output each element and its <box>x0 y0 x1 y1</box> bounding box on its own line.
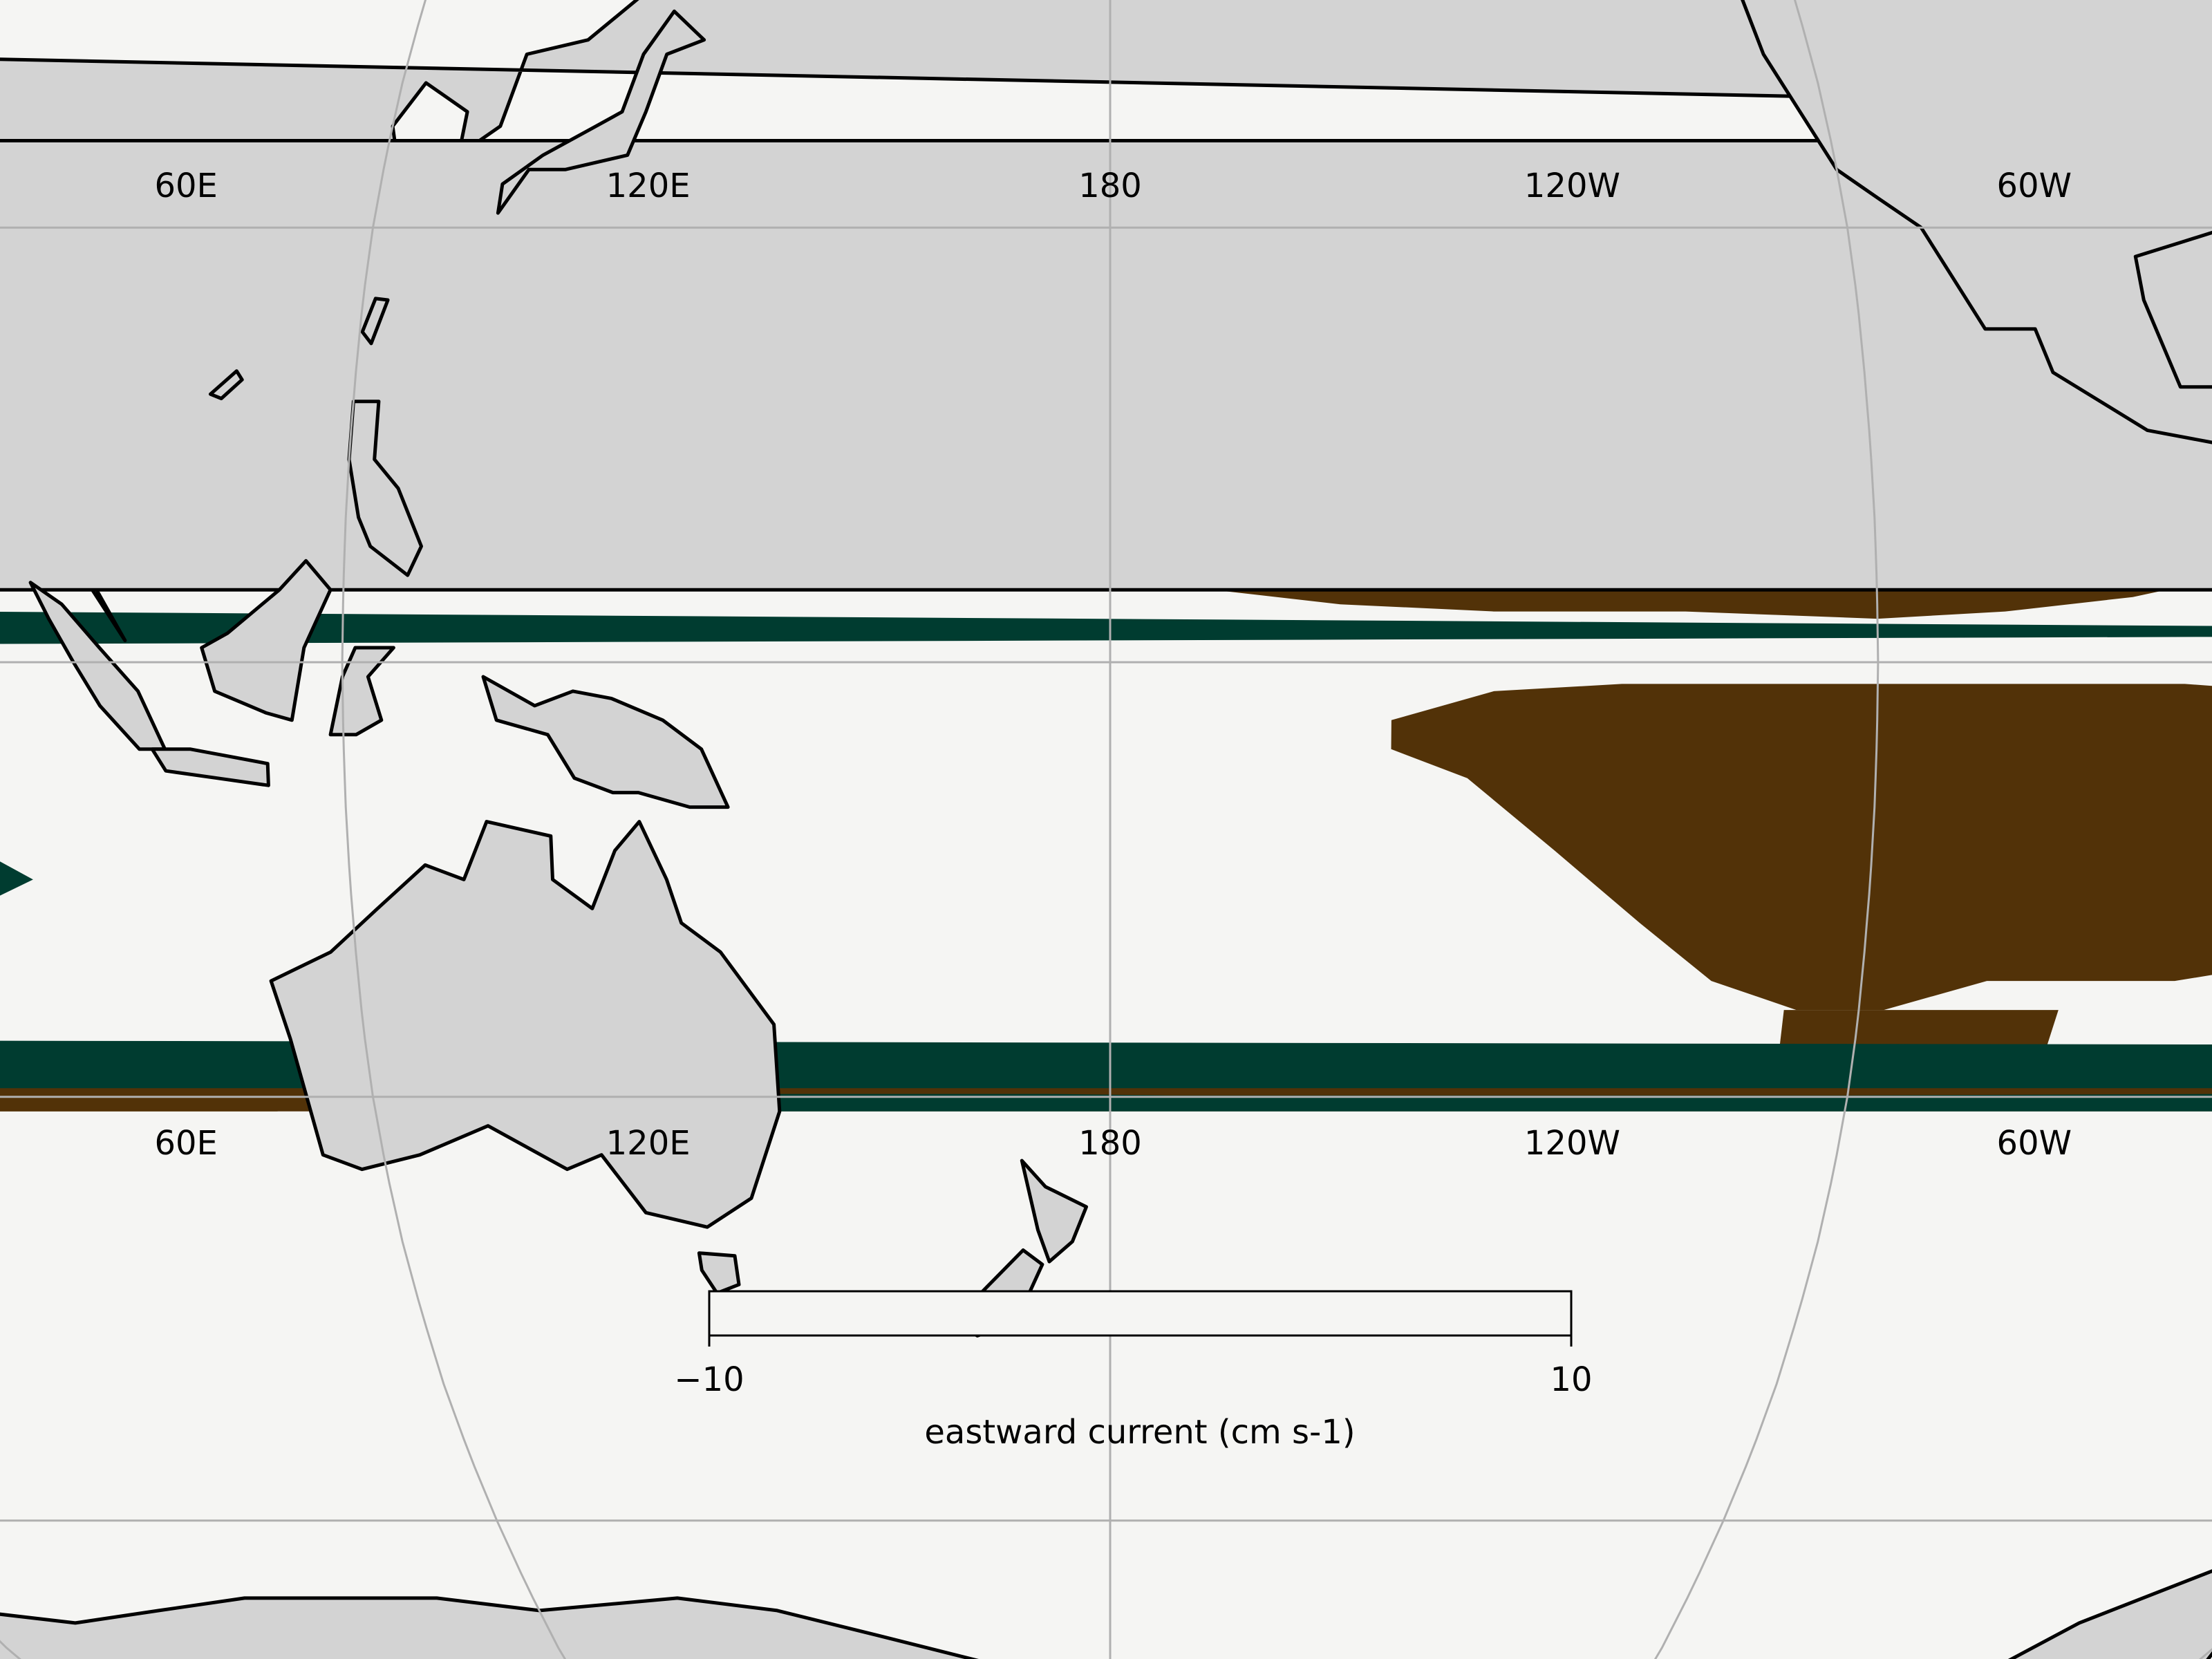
meridian-120 <box>341 0 649 1659</box>
landmass-java <box>150 747 270 787</box>
top-lon-tick-1: 120E <box>606 167 691 205</box>
colorbar-max-label: 10 <box>1550 1360 1592 1399</box>
colorbar-label: eastward current (cm s-1) <box>924 1413 1355 1452</box>
landmass-taiwan <box>360 297 390 346</box>
bottom-lon-tick-0: 60E <box>154 1124 217 1163</box>
colorbar-min-label: −10 <box>674 1360 744 1399</box>
bottom-lon-tick-1: 120E <box>606 1124 691 1163</box>
landmass-newguinea <box>481 675 730 809</box>
anomaly-band-30s-pacific-green <box>778 1094 2212 1112</box>
meridian-240 <box>1571 0 1880 1659</box>
anomaly-south-equatorial-pacific <box>1391 684 2212 1011</box>
landmass-newzealand_n <box>1020 1159 1088 1264</box>
bottom-lon-tick-3: 120W <box>1524 1124 1620 1163</box>
colorbar-bar <box>708 1290 1573 1337</box>
landmass-hainan <box>208 369 244 400</box>
landmass-philippines <box>347 400 423 577</box>
colorbar: −10 10 eastward current (cm s-1) <box>674 1290 1593 1452</box>
bottom-lon-tick-2: 180 <box>1078 1124 1142 1163</box>
anomaly-west-africa-coast <box>0 604 2212 648</box>
landmass-japan <box>496 9 706 215</box>
landmass-antarctica <box>0 1557 2212 1659</box>
axis-labels: 60E120E180120W60W060E120E180120W60W060N3… <box>154 167 2072 1163</box>
landmass-namerica <box>1224 0 2212 548</box>
top-lon-tick-4: 60W <box>1997 167 2072 205</box>
landmass-africa <box>0 124 2212 1172</box>
top-lon-tick-0: 60E <box>154 167 217 205</box>
landmass-borneo <box>200 559 332 722</box>
top-lon-tick-2: 180 <box>1078 167 1142 205</box>
landmass-tasmania <box>697 1251 741 1295</box>
bottom-lon-tick-4: 60W <box>1997 1124 2072 1163</box>
top-lon-tick-3: 120W <box>1524 167 1620 205</box>
landmass-australia <box>269 820 782 1229</box>
anomaly-southeast-atlantic <box>0 1039 2212 1090</box>
